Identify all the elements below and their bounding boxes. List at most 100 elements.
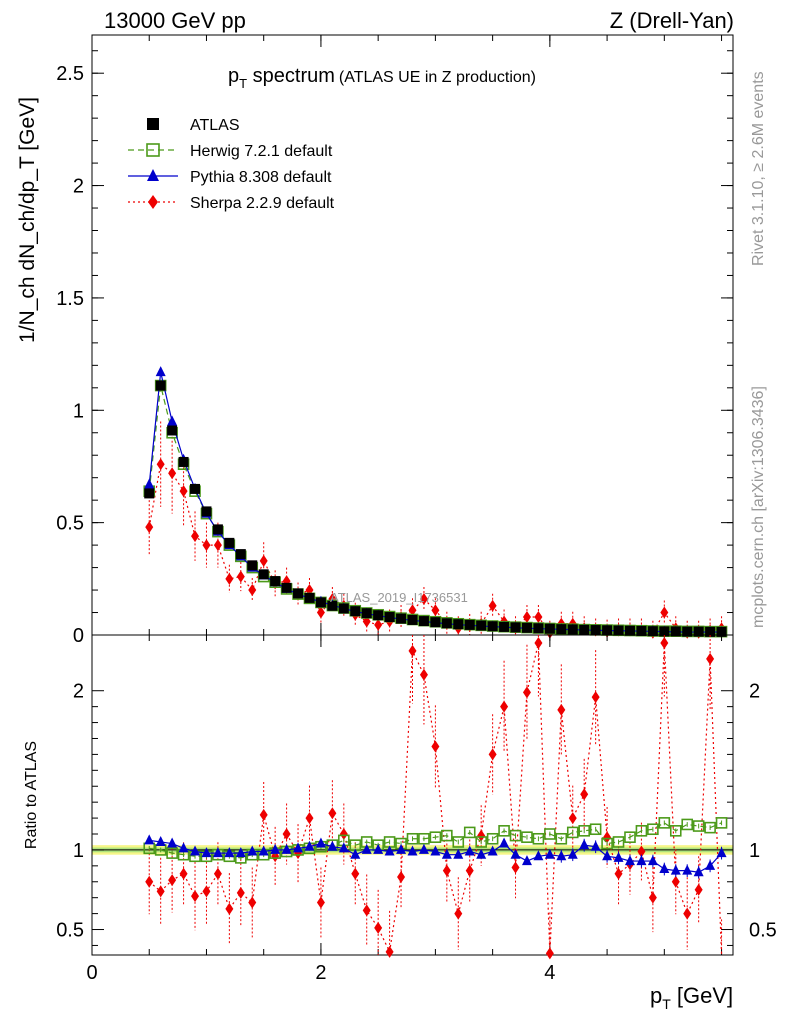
- data-point: [144, 478, 155, 489]
- ratio-data-point: [225, 902, 234, 915]
- data-point: [636, 625, 647, 636]
- ratio-data-point: [168, 874, 177, 887]
- ratio-data-point: [534, 636, 543, 649]
- y-tick-label: 0: [73, 625, 84, 647]
- data-point: [556, 624, 567, 635]
- ratio-data-point: [235, 847, 246, 858]
- ratio-data-point: [430, 845, 441, 856]
- ratio-data-point: [579, 839, 590, 850]
- ratio-data-point: [613, 851, 624, 862]
- data-point: [168, 467, 177, 480]
- ratio-data-point: [224, 847, 235, 858]
- legend-label: ATLAS: [190, 117, 240, 134]
- data-point: [293, 588, 304, 599]
- data-point: [327, 600, 338, 611]
- ratio-data-point: [704, 821, 716, 834]
- ratio-data-point: [705, 859, 716, 870]
- data-point: [304, 592, 315, 603]
- data-point: [659, 626, 670, 637]
- ratio-data-point: [339, 828, 348, 841]
- ratio-data-point: [475, 836, 487, 848]
- legend-label: Sherpa 2.2.9 default: [190, 195, 335, 212]
- data-point: [316, 606, 325, 619]
- header-process: Z (Drell-Yan): [609, 8, 734, 33]
- data-point: [155, 380, 166, 391]
- ratio-data-point: [612, 836, 625, 848]
- ratio-y-axis-label: Ratio to ATLAS: [23, 741, 40, 849]
- ratio-data-point: [500, 700, 509, 713]
- ratio-data-point: [602, 850, 613, 861]
- ratio-data-point: [145, 875, 154, 888]
- ratio-data-point: [681, 818, 694, 831]
- data-point: [156, 458, 165, 471]
- ratio-data-point: [144, 834, 155, 845]
- y-tick-label: 0.5: [56, 513, 84, 535]
- ratio-data-point: [567, 848, 578, 859]
- data-point: [441, 618, 452, 629]
- ratio-data-point: [544, 848, 555, 859]
- ratio-y-tick-label: 2: [73, 681, 84, 703]
- data-point: [179, 485, 188, 498]
- ratio-data-point: [555, 832, 568, 845]
- ratio-data-point: [315, 837, 326, 848]
- data-point: [212, 524, 223, 535]
- ratio-data-point: [396, 843, 407, 854]
- data-point: [190, 483, 201, 494]
- data-point: [430, 617, 441, 628]
- data-point: [191, 530, 200, 543]
- main-panel: 0 0.5 1 1.5 2 2.5 ATLAS Herwig 7.2.1 default Pyt…: [56, 34, 734, 647]
- ratio-data-point: [511, 861, 520, 874]
- data-point: [534, 611, 543, 624]
- ratio-data-point: [692, 820, 705, 832]
- ratio-data-point: [716, 847, 727, 858]
- ratio-data-point: [522, 686, 531, 699]
- ratio-data-point: [351, 867, 360, 880]
- chart-title: pT spectrum (ATLAS UE in Z production): [228, 65, 536, 91]
- ratio-data-point: [453, 848, 464, 859]
- ratio-data-point: [212, 847, 223, 858]
- data-point: [270, 576, 281, 587]
- ratio-data-point: [178, 842, 189, 853]
- ratio-data-point: [429, 831, 442, 843]
- ratio-y-tick-label-right: 1: [749, 840, 760, 862]
- legend-marker: [148, 195, 158, 209]
- ratio-data-point: [407, 845, 418, 856]
- data-point: [682, 626, 693, 637]
- ratio-data-point: [658, 817, 671, 829]
- x-tick-label: 4: [544, 962, 555, 984]
- ratio-data-point: [509, 829, 522, 842]
- legend-label: Pythia 8.308 default: [190, 169, 332, 186]
- ratio-data-point: [155, 835, 166, 846]
- data-point: [396, 613, 407, 624]
- ratio-data-point: [486, 832, 499, 845]
- ratio-data-point: [442, 864, 451, 877]
- ratio-data-point: [167, 837, 178, 848]
- ratio-data-point: [624, 831, 636, 843]
- data-point: [544, 623, 555, 634]
- ratio-data-point: [408, 644, 417, 657]
- ratio-data-point: [454, 907, 463, 920]
- data-point: [384, 612, 395, 623]
- data-point: [201, 506, 212, 517]
- ratio-data-point: [647, 855, 658, 866]
- header-energy: 13000 GeV pp: [104, 8, 246, 33]
- data-point: [670, 626, 681, 637]
- ratio-data-point: [201, 847, 212, 858]
- ratio-data-point: [477, 829, 486, 842]
- ratio-data-point: [498, 825, 510, 837]
- data-point: [338, 603, 349, 614]
- ratio-data-point: [590, 840, 601, 851]
- ratio-data-point: [487, 845, 498, 856]
- data-point: [202, 539, 211, 552]
- ratio-data-point: [624, 855, 635, 866]
- main-frame: [91, 34, 734, 636]
- data-point: [487, 621, 498, 632]
- y-tick-label: 1.5: [56, 288, 84, 310]
- data-point: [258, 569, 269, 580]
- ratio-data-point: [557, 703, 566, 716]
- ratio-data-point: [545, 947, 554, 960]
- x-tick-label: 2: [315, 962, 326, 984]
- ratio-data-point: [406, 832, 419, 845]
- data-point: [225, 572, 234, 585]
- ratio-data-point: [156, 885, 165, 898]
